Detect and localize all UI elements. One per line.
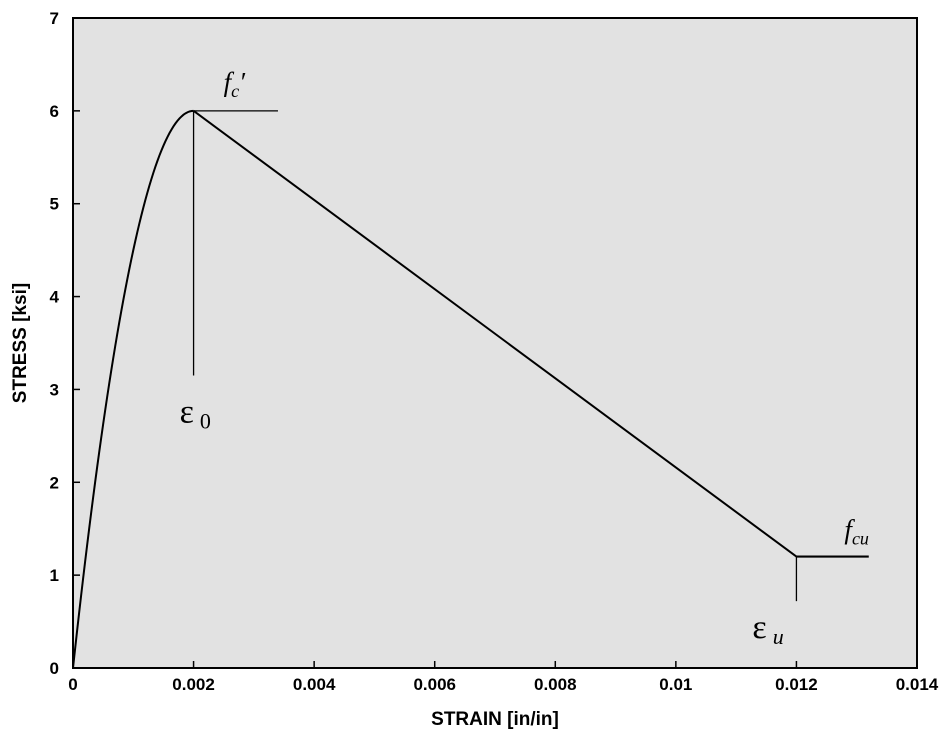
x-axis-title: STRAIN [in/in] (431, 709, 559, 730)
x-tick-label: 0 (68, 675, 77, 694)
x-tick-label: 0.008 (534, 675, 577, 694)
y-tick-label: 0 (50, 659, 59, 678)
descending-branch (192, 110, 798, 558)
y-tick-label: 2 (50, 473, 59, 492)
annotation-layer: fc′ ε 0 fcu ε u (180, 67, 869, 649)
x-tick-label: 0.012 (775, 675, 818, 694)
y-tick-label: 1 (50, 566, 59, 585)
y-axis-title: STRESS [ksi] (10, 283, 31, 403)
y-tick-label: 7 (50, 9, 59, 28)
y-tick-label: 6 (50, 102, 59, 121)
peak-stress-label: fc′ (224, 67, 247, 101)
x-tick-label: 0.002 (172, 675, 215, 694)
residual-stress-label: fcu (844, 515, 869, 549)
curve-layer (72, 109, 869, 669)
y-tick-label: 5 (50, 195, 59, 214)
x-tick-label: 0.01 (659, 675, 692, 694)
y-tick-label: 3 (50, 380, 59, 399)
x-tick-label: 0.006 (413, 675, 456, 694)
x-tick-label: 0.004 (293, 675, 336, 694)
x-tick-label: 0.014 (896, 675, 939, 694)
ascending-curve (72, 109, 194, 669)
y-tick-label: 4 (50, 288, 60, 307)
axis-ticks: 0 0.002 0.004 0.006 0.008 0.01 0.012 0.014 0 1 2 3 4… (50, 9, 939, 694)
